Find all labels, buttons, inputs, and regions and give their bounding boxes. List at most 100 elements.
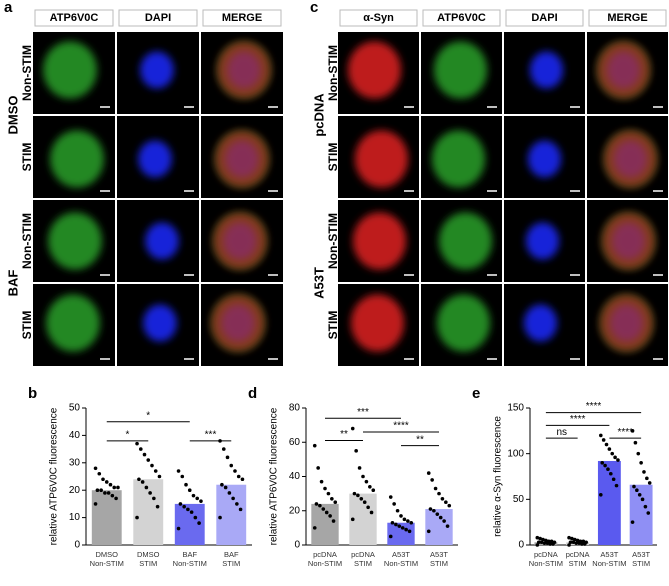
panel-label: c (310, 0, 318, 16)
data-point (135, 515, 139, 520)
data-point (544, 538, 548, 543)
significance-label: *** (205, 430, 217, 441)
panel-label: d (248, 385, 257, 402)
data-point (103, 491, 107, 495)
data-point (369, 510, 374, 515)
cell-signal (347, 41, 402, 99)
column-header: α-Syn (363, 12, 394, 24)
data-point (137, 477, 141, 482)
data-point (433, 486, 438, 491)
data-point (392, 502, 396, 506)
data-point (614, 483, 619, 488)
data-point (536, 540, 541, 545)
x-tick-label: pcDNA STIM (566, 550, 590, 568)
data-point (93, 466, 98, 471)
significance-label: **** (617, 427, 633, 438)
panel-label: b (28, 385, 37, 402)
data-point (633, 440, 638, 445)
data-point (176, 469, 181, 473)
data-point (568, 540, 573, 545)
x-tick-line: Non-STIM (592, 559, 626, 568)
data-point (549, 539, 554, 544)
data-point (371, 488, 376, 493)
data-point (155, 504, 160, 509)
cell-signal (217, 41, 271, 99)
data-point (101, 477, 105, 482)
data-point (321, 507, 326, 511)
x-tick-line: pcDNA (534, 550, 558, 559)
data-point (435, 512, 440, 516)
x-tick-line: A53T (430, 550, 448, 559)
cell-signal (215, 130, 269, 188)
cell-signal (140, 51, 174, 89)
data-point (184, 482, 188, 487)
data-point (368, 484, 372, 489)
header-box (339, 9, 418, 27)
row-label: STIM (20, 311, 34, 340)
data-point (227, 491, 232, 495)
y-tick-label: 0 (518, 540, 524, 551)
cell-signal (433, 41, 488, 99)
data-point (364, 479, 369, 484)
y-tick-label: 20 (289, 505, 301, 516)
data-point (603, 463, 607, 468)
x-tick-label: BAF STIM (222, 550, 240, 568)
x-tick-line: A53T (632, 550, 650, 559)
data-point (95, 488, 100, 493)
data-point (312, 443, 317, 448)
data-point (135, 441, 139, 446)
data-point (110, 493, 115, 498)
data-point (584, 540, 588, 545)
x-tick-line: Non-STIM (384, 559, 418, 568)
data-point (333, 500, 338, 504)
data-point (552, 540, 557, 545)
data-point (223, 485, 228, 490)
data-point (407, 529, 412, 534)
data-point (442, 519, 446, 523)
data-point (390, 520, 395, 525)
data-point (426, 471, 431, 475)
x-tick-line: A53T (392, 550, 410, 559)
x-tick-line: STIM (632, 559, 650, 568)
data-point (195, 496, 200, 501)
x-tick-line: pcDNA (313, 550, 337, 559)
data-point (152, 496, 156, 501)
x-tick-label: A53T STIM (632, 550, 650, 568)
data-point (542, 541, 547, 545)
data-point (635, 488, 639, 493)
bar (216, 484, 247, 545)
data-point (99, 488, 103, 493)
data-point (546, 539, 551, 544)
cell-signal (603, 130, 658, 188)
x-tick-line: STIM (569, 559, 587, 568)
x-tick-line: DMSO (96, 550, 119, 559)
group-label: DMSO (5, 96, 20, 135)
data-point (323, 486, 327, 491)
row-label: Non-STIM (326, 213, 340, 269)
cell-signal (145, 222, 179, 260)
significance-label: *** (357, 407, 369, 418)
data-point (611, 477, 616, 482)
cell-signal (354, 130, 409, 188)
data-point (426, 529, 431, 534)
data-point (319, 479, 324, 484)
data-point (218, 515, 222, 520)
x-tick-line: STIM (354, 559, 372, 568)
data-point (238, 507, 243, 512)
x-tick-line: STIM (222, 559, 240, 568)
x-tick-label: A53T STIM (430, 550, 448, 568)
x-tick-line: Non-STIM (173, 559, 207, 568)
data-point (229, 463, 234, 468)
data-point (444, 500, 448, 504)
x-tick-line: Non-STIM (90, 559, 124, 568)
data-point (539, 540, 544, 545)
data-point (567, 543, 571, 547)
data-point (438, 515, 443, 520)
data-point (189, 510, 194, 514)
data-point (599, 433, 603, 438)
data-point (632, 484, 636, 489)
cell-signal (211, 294, 265, 352)
data-point (186, 507, 190, 512)
data-point (535, 543, 540, 547)
x-tick-label: pcDNA Non-STIM (308, 550, 342, 568)
